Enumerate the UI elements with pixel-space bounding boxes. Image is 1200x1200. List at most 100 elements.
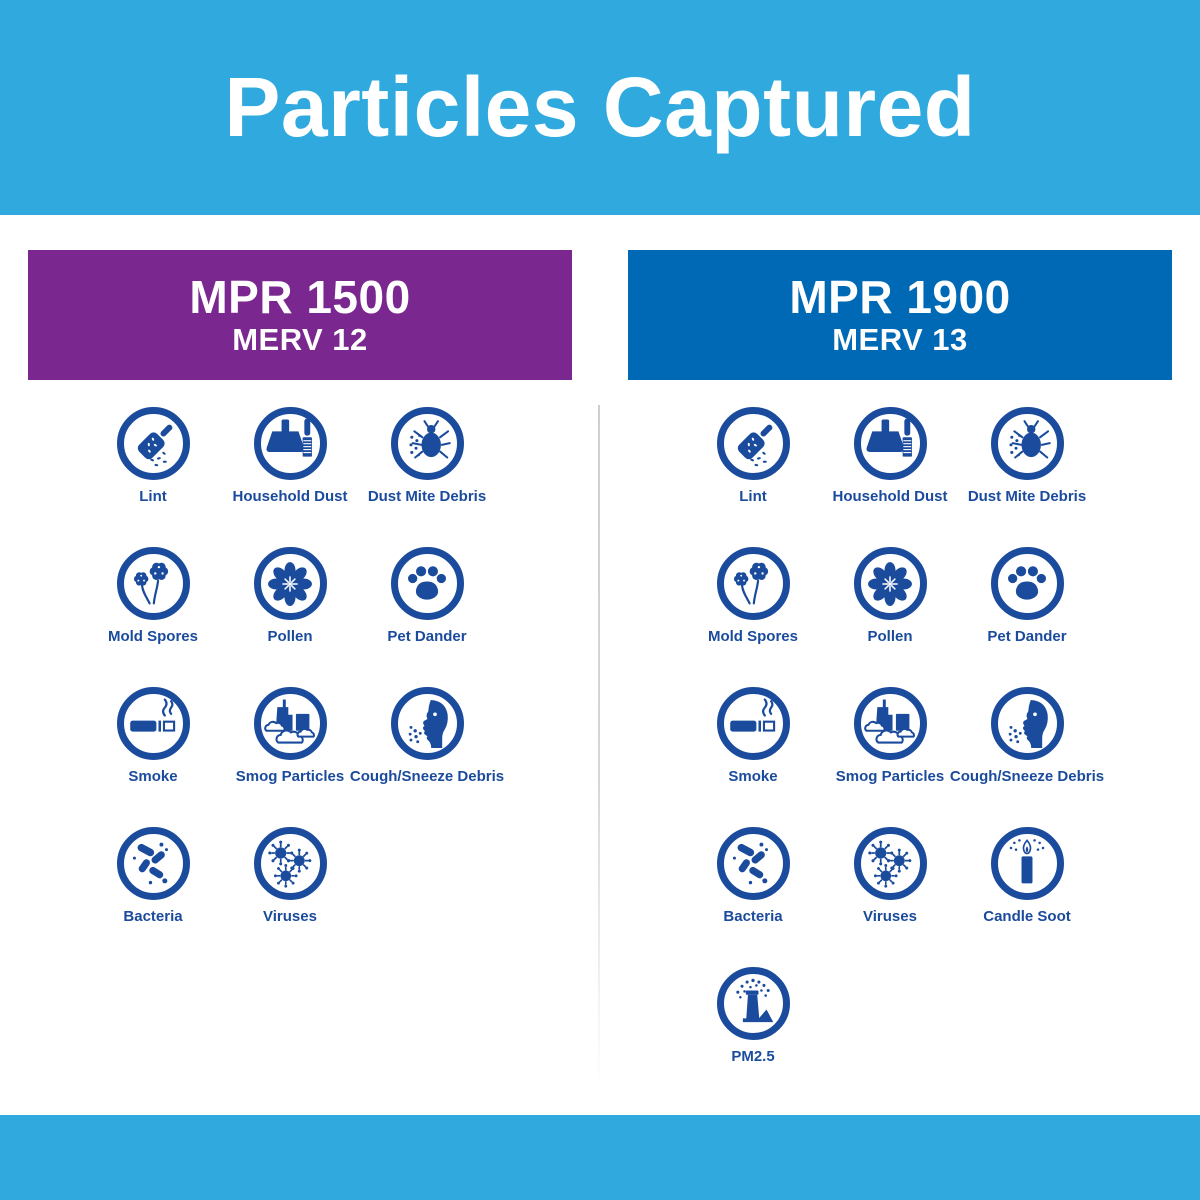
pollen-flower-icon [863, 557, 917, 611]
particle-viruses: Viruses [222, 827, 359, 967]
particle-circle [853, 827, 927, 900]
particle-circle [116, 407, 190, 480]
particle-circle [990, 547, 1064, 620]
particle-label: Mold Spores [707, 628, 798, 645]
particle-pollen: Pollen [222, 547, 359, 687]
particle-label: Dust Mite Debris [367, 488, 487, 505]
dustpan-brush-icon [863, 417, 917, 471]
particle-circle [990, 407, 1064, 480]
particle-circle [390, 407, 464, 480]
particle-mold-spores: Mold Spores [685, 547, 822, 687]
particle-lint: Lint [85, 407, 222, 547]
viruses-icon [863, 837, 917, 891]
particle-label: Pollen [867, 628, 913, 645]
lint-roller-icon [126, 417, 180, 471]
particle-label: Household Dust [232, 488, 348, 505]
smog-city-icon [263, 697, 317, 751]
particle-household-dust: Household Dust [822, 407, 959, 547]
particle-circle [116, 687, 190, 760]
bacteria-icon [726, 837, 780, 891]
particle-label: Pollen [267, 628, 313, 645]
particle-label: Pet Dander [987, 628, 1067, 645]
particle-circle [853, 547, 927, 620]
lint-roller-icon [726, 417, 780, 471]
mpr-1900-particle-grid: Lint Household Dust Dust Mite Debris Mol… [590, 407, 1190, 1107]
particle-bacteria: Bacteria [85, 827, 222, 967]
particle-circle [716, 547, 790, 620]
particle-smoke: Smoke [85, 687, 222, 827]
particle-label: PM2.5 [731, 1048, 775, 1065]
particle-label: Lint [739, 488, 767, 505]
column-mpr-1500: MPR 1500 MERV 12 Lint Household Dust [0, 215, 600, 1107]
mpr-1500-header: MPR 1500 MERV 12 [28, 250, 572, 380]
particle-candle-soot: Candle Soot [959, 827, 1096, 967]
particle-label: Viruses [263, 908, 317, 925]
particle-circle [853, 687, 927, 760]
particle-bacteria: Bacteria [685, 827, 822, 967]
particle-label: Dust Mite Debris [967, 488, 1087, 505]
particle-lint: Lint [685, 407, 822, 547]
particle-smoke: Smoke [685, 687, 822, 827]
particle-dust-mite-debris: Dust Mite Debris [959, 407, 1096, 547]
particle-pollen: Pollen [822, 547, 959, 687]
top-banner: Particles Captured [0, 0, 1200, 215]
particle-pm2-5: PM2.5 [685, 967, 822, 1107]
particle-label: Smoke [128, 768, 178, 785]
mold-spores-icon [126, 557, 180, 611]
comparison-panel: MPR 1500 MERV 12 Lint Household Dust [0, 215, 1200, 1115]
particle-label: Candle Soot [983, 908, 1071, 925]
paw-print-icon [400, 557, 454, 611]
merv-13-subtitle: MERV 13 [832, 321, 968, 357]
particle-label: Smoke [728, 768, 778, 785]
particle-dust-mite-debris: Dust Mite Debris [359, 407, 496, 547]
particle-circle [990, 687, 1064, 760]
mpr-1500-title: MPR 1500 [189, 270, 411, 323]
particle-circle [716, 827, 790, 900]
bottom-banner [0, 1115, 1200, 1200]
mpr-1500-particle-grid: Lint Household Dust Dust Mite Debris Mol… [0, 407, 590, 967]
viruses-icon [263, 837, 317, 891]
page-title: Particles Captured [224, 60, 976, 154]
particle-pet-dander: Pet Dander [359, 547, 496, 687]
sneeze-face-icon [400, 697, 454, 751]
particle-circle [116, 827, 190, 900]
mold-spores-icon [726, 557, 780, 611]
particle-label: Bacteria [123, 908, 183, 925]
particle-viruses: Viruses [822, 827, 959, 967]
particle-smog-particles: Smog Particles [822, 687, 959, 827]
particle-label: Lint [139, 488, 167, 505]
candle-icon [1000, 837, 1054, 891]
particle-cough-sneeze-debris: Cough/Sneeze Debris [350, 687, 504, 827]
particle-label: Bacteria [723, 908, 783, 925]
particle-circle [716, 687, 790, 760]
particle-circle [390, 547, 464, 620]
mpr-1900-title: MPR 1900 [789, 270, 1011, 323]
sneeze-face-icon [1000, 697, 1054, 751]
particle-label: Household Dust [832, 488, 948, 505]
bacteria-icon [126, 837, 180, 891]
particle-pet-dander: Pet Dander [959, 547, 1096, 687]
particle-smog-particles: Smog Particles [222, 687, 359, 827]
dust-mite-icon [1000, 417, 1054, 471]
dustpan-brush-icon [263, 417, 317, 471]
particle-label: Viruses [863, 908, 917, 925]
particle-label: Mold Spores [107, 628, 198, 645]
particle-circle [253, 827, 327, 900]
particle-label: Smog Particles [235, 768, 345, 785]
dust-mite-icon [400, 417, 454, 471]
particle-circle [716, 967, 790, 1040]
particle-circle [116, 547, 190, 620]
particle-circle [390, 687, 464, 760]
paw-print-icon [1000, 557, 1054, 611]
particle-household-dust: Household Dust [222, 407, 359, 547]
particle-circle [853, 407, 927, 480]
particle-label: Cough/Sneeze Debris [949, 768, 1105, 785]
cigarette-smoke-icon [126, 697, 180, 751]
column-divider [598, 405, 600, 1090]
smokestack-icon [726, 977, 780, 1031]
particle-cough-sneeze-debris: Cough/Sneeze Debris [950, 687, 1104, 827]
column-mpr-1900: MPR 1900 MERV 13 Lint Household Dust [600, 215, 1200, 1107]
particle-circle [990, 827, 1064, 900]
particle-label: Pet Dander [387, 628, 467, 645]
cigarette-smoke-icon [726, 697, 780, 751]
